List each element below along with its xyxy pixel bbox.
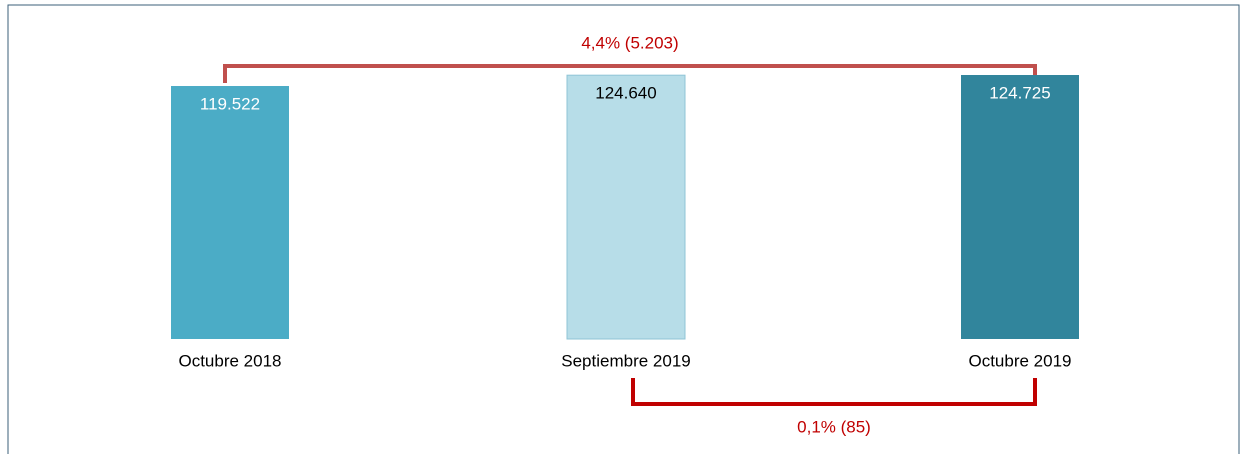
bottom-bracket [631, 378, 1037, 406]
x-tick-label: Octubre 2018 [178, 351, 281, 370]
annotation: 0,1% (85) [797, 417, 871, 436]
bar [566, 74, 686, 340]
x-tick-label: Octubre 2019 [968, 351, 1071, 370]
top-bracket [223, 64, 1037, 83]
value-label: 124.725 [989, 83, 1050, 102]
value-label: 119.522 [200, 94, 260, 113]
x-tick-label: Septiembre 2019 [561, 351, 690, 370]
annotation: 4,4% (5.203) [581, 33, 678, 52]
value-label: 124.640 [595, 84, 656, 103]
frame [7, 4, 1240, 454]
bar [171, 86, 289, 339]
bar [961, 75, 1079, 339]
